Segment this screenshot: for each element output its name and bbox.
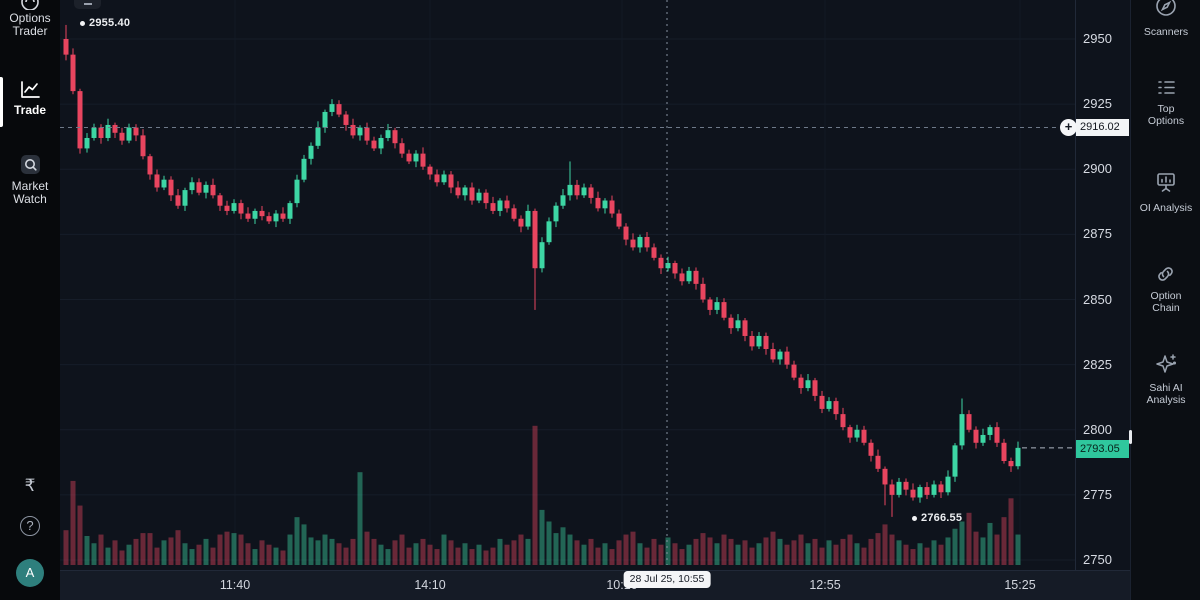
price-tick-label: 2900: [1083, 161, 1112, 177]
sidebar-item-trade[interactable]: Trade: [0, 80, 60, 117]
top-options-icon: [1157, 81, 1175, 94]
right-sidebar: Scanners Top Options OI Analysis Option …: [1129, 0, 1200, 600]
marker-dot-icon: [912, 515, 917, 521]
sidebar-item-top-options[interactable]: Top Options: [1131, 76, 1200, 129]
sidebar-item-label: OI Analysis: [1139, 202, 1193, 214]
sidebar-item-label: Options Trader: [9, 11, 51, 38]
price-tick-label: 2825: [1083, 356, 1112, 372]
time-tick-label: 15:25: [1004, 578, 1036, 592]
help-button[interactable]: ?: [0, 516, 60, 536]
sidebar-item-market-watch[interactable]: Market Watch: [0, 152, 60, 206]
time-tick-label: 12:55: [809, 578, 841, 592]
toolbar-glyph: [83, 3, 92, 5]
session-high-marker: 2955.40: [80, 17, 130, 29]
sidebar-item-label: Scanners: [1143, 26, 1189, 38]
time-axis[interactable]: 11:40 14:10 10:10 12:55 15:25: [60, 570, 1130, 600]
price-tick-label: 2875: [1083, 226, 1112, 242]
price-tick-label: 2800: [1083, 421, 1112, 437]
session-high-value: 2955.40: [89, 17, 131, 29]
crosshair-time-label: 28 Jul 25, 10:55: [623, 571, 711, 588]
time-tick-label: 11:40: [219, 578, 251, 592]
sidebar-resize-handle[interactable]: [1129, 430, 1132, 444]
sidebar-item-sahi-ai-analysis[interactable]: Sahi AI Analysis: [1131, 352, 1200, 408]
scanners-icon: [1156, 0, 1176, 16]
left-sidebar: Options Trader Trade Market Watch ₹ ? A: [0, 0, 60, 600]
account-avatar[interactable]: A: [0, 559, 60, 587]
sidebar-item-label: Sahi AI Analysis: [1146, 382, 1186, 406]
crosshair-price-label: 2916.02: [1076, 119, 1129, 136]
sidebar-item-label: Trade: [13, 103, 46, 117]
sidebar-item-scanners[interactable]: Scanners: [1131, 0, 1200, 40]
sidebar-item-label: Top Options: [1147, 103, 1185, 127]
sidebar-item-option-chain[interactable]: Option Chain: [1131, 262, 1200, 316]
price-tick-label: 2950: [1083, 31, 1112, 46]
oi-analysis-icon: [1157, 173, 1175, 192]
price-tick-label: 2750: [1083, 552, 1112, 567]
market-watch-icon: [20, 155, 40, 174]
avatar-initial: A: [16, 559, 44, 587]
sahi-ai-sparkle-icon: [1156, 354, 1177, 373]
question-mark-icon: ?: [20, 516, 40, 536]
sidebar-item-label: Option Chain: [1150, 290, 1182, 314]
option-chain-icon: [1158, 267, 1173, 281]
last-price-label: 2793.05: [1076, 440, 1129, 458]
time-tick-label: 14:10: [414, 578, 446, 592]
funds-rupee-icon[interactable]: ₹: [24, 476, 36, 495]
chart-toolbar-button[interactable]: [74, 0, 101, 9]
sidebar-item-label: Market Watch: [11, 179, 49, 206]
session-low-value: 2766.55: [921, 512, 963, 524]
price-tick-label: 2775: [1083, 486, 1112, 502]
session-low-marker: 2766.55: [912, 512, 962, 524]
candlestick-chart[interactable]: [60, 0, 1075, 570]
options-trader-icon: [0, 0, 60, 10]
sidebar-item-oi-analysis[interactable]: OI Analysis: [1131, 170, 1200, 216]
active-item-indicator: [0, 77, 3, 127]
trade-chart-icon: [21, 81, 40, 98]
price-axis[interactable]: 2950 2925 2900 2875 2850 2825 2800 2775 2750: [1075, 0, 1130, 570]
price-tick-label: 2850: [1083, 291, 1112, 307]
sidebar-item-options-trader[interactable]: Options Trader: [0, 0, 60, 38]
price-tick-label: 2925: [1083, 96, 1112, 112]
chart-area: 2955.40 2766.55 2950 2925 2900 2875 2850 2825…: [60, 0, 1130, 600]
marker-dot-icon: [80, 20, 85, 26]
add-alert-plus-icon[interactable]: +: [1060, 119, 1077, 136]
